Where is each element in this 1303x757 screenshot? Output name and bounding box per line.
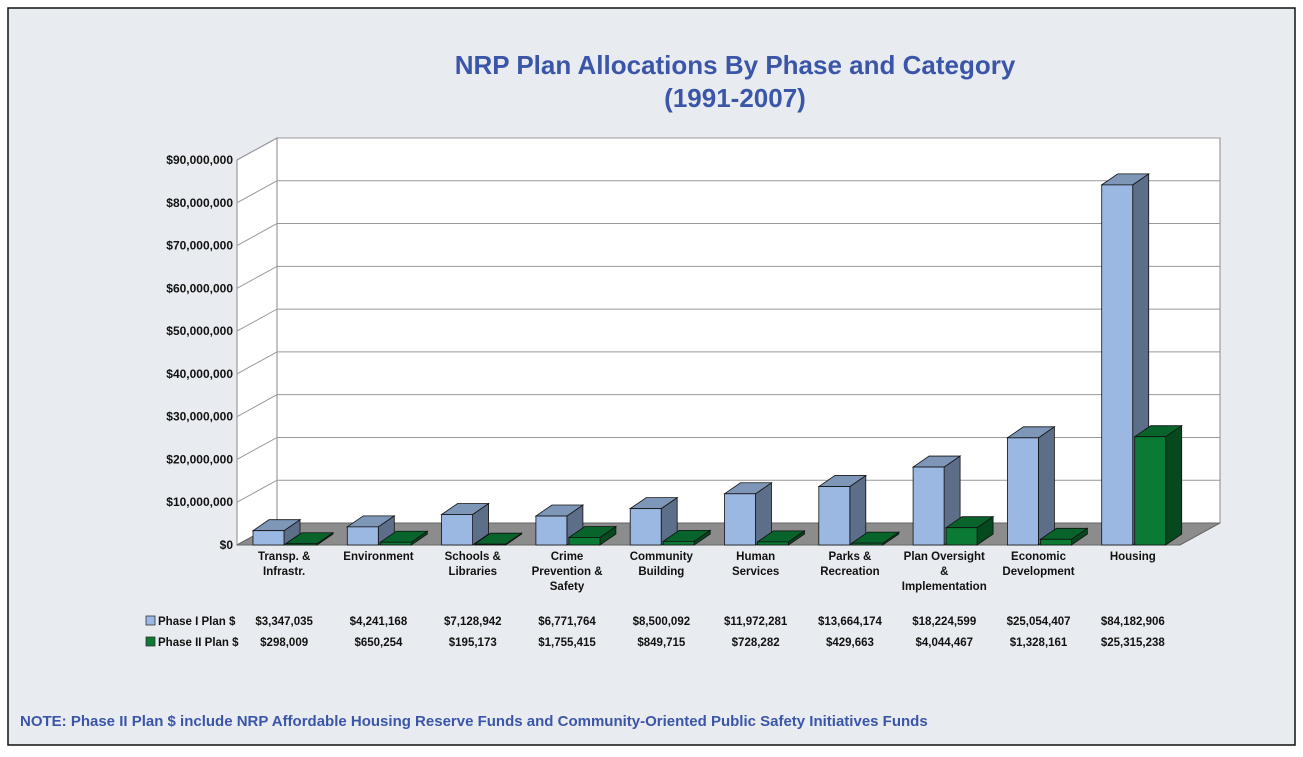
bar	[379, 541, 412, 546]
bar	[285, 543, 318, 546]
x-tick-label: Transp. & Infrastr.	[257, 551, 311, 578]
bar	[662, 540, 695, 546]
table-value: $429,663	[826, 637, 874, 649]
x-tick-label: Human Services	[731, 551, 780, 578]
bar	[851, 542, 884, 546]
y-tick-label: $70,000,000	[166, 239, 233, 253]
x-tick-label: Environment	[343, 551, 414, 563]
table-value: $298,009	[260, 637, 308, 649]
x-tick-label-box: Plan Oversight & Implementation	[901, 551, 987, 593]
grid-line	[236, 394, 1220, 418]
bar	[346, 526, 379, 546]
table-value: $6,771,764	[538, 616, 596, 628]
bar	[1007, 437, 1039, 546]
x-tick-label-box: Schools & Libraries	[444, 551, 501, 578]
x-tick-label-box: Transp. & Infrastr.	[257, 551, 311, 578]
bar	[757, 541, 789, 546]
table-value: $650,254	[354, 637, 403, 649]
bar	[252, 530, 285, 546]
bar	[724, 493, 756, 546]
table-value: $728,282	[732, 637, 780, 649]
table-value: $195,173	[449, 637, 497, 649]
grid-line	[236, 351, 1220, 375]
bar	[945, 527, 978, 546]
bar	[535, 515, 568, 546]
x-tick-label-box: Community Building	[629, 551, 693, 578]
bar	[474, 543, 507, 546]
y-tick-label: $30,000,000	[166, 410, 233, 424]
bar	[1040, 538, 1072, 546]
table-value: $8,500,092	[633, 616, 691, 628]
grid-line	[236, 223, 1220, 246]
x-tick-label: Economic Development	[1002, 551, 1075, 578]
bar	[629, 508, 662, 546]
bar	[1101, 184, 1134, 546]
bar-side	[1038, 426, 1055, 546]
x-tick-label: Parks & Recreation	[820, 551, 880, 578]
x-tick-label: Crime Prevention & Safety	[531, 551, 603, 593]
grid-line	[236, 265, 1220, 289]
table-value: $84,182,906	[1101, 616, 1165, 628]
x-tick-label-box: Environment	[343, 551, 414, 563]
bar	[1134, 436, 1167, 546]
grid-line	[236, 308, 1220, 332]
y-tick-label: $80,000,000	[166, 196, 233, 210]
table-value: $1,328,161	[1010, 637, 1068, 649]
x-tick-label-box: Crime Prevention & Safety	[531, 551, 603, 593]
table-value: $4,241,168	[350, 616, 408, 628]
bar	[441, 514, 474, 546]
x-tick-label: Schools & Libraries	[444, 551, 501, 578]
y-tick-label: $20,000,000	[166, 452, 233, 466]
x-tick-label-box: Human Services	[731, 551, 780, 578]
bar	[912, 466, 945, 546]
table-value: $1,755,415	[538, 637, 596, 649]
table-value: $25,315,238	[1101, 637, 1166, 649]
table-value: $18,224,599	[912, 616, 976, 628]
back-wall	[276, 137, 1221, 524]
grid-line	[236, 436, 1220, 460]
y-tick-label: $0	[220, 538, 234, 552]
legend-key	[145, 636, 156, 647]
legend-key	[145, 615, 156, 626]
table-value: $4,044,467	[915, 637, 973, 649]
x-tick-label: Community Building	[629, 551, 693, 578]
table-value: $11,972,281	[724, 616, 788, 628]
bar-side	[1165, 424, 1183, 546]
x-tick-label: Plan Oversight & Implementation	[901, 551, 987, 593]
y-tick-label: $40,000,000	[166, 367, 233, 381]
chart-subtitle: (1991-2007)	[664, 83, 806, 113]
legend-label: Phase I Plan $	[158, 616, 236, 628]
x-tick-label-box: Economic Development	[1002, 551, 1075, 578]
table-value: $13,664,174	[818, 616, 883, 628]
table-value: $25,054,407	[1007, 616, 1071, 628]
bar	[568, 537, 601, 546]
chart-title: NRP Plan Allocations By Phase and Catego…	[455, 50, 1016, 80]
x-tick-label: Housing	[1109, 551, 1156, 563]
table-value: $7,128,942	[444, 616, 502, 628]
table-value: $3,347,035	[255, 616, 313, 628]
grid-line	[236, 479, 1220, 503]
note: NOTE: Phase II Plan $ include NRP Afford…	[20, 713, 928, 730]
y-tick-label: $50,000,000	[166, 324, 233, 338]
legend-label: Phase II Plan $	[158, 637, 239, 649]
bar	[818, 486, 851, 546]
y-tick-label: $10,000,000	[166, 495, 233, 509]
bar-side	[849, 474, 867, 546]
x-tick-label-box: Parks & Recreation	[820, 551, 880, 578]
table-value: $849,715	[637, 637, 686, 649]
y-tick-label: $90,000,000	[166, 153, 233, 167]
y-tick-label: $60,000,000	[166, 281, 233, 295]
grid-line	[236, 137, 1220, 161]
x-tick-label-box: Housing	[1109, 551, 1156, 563]
grid-line	[236, 180, 1220, 204]
